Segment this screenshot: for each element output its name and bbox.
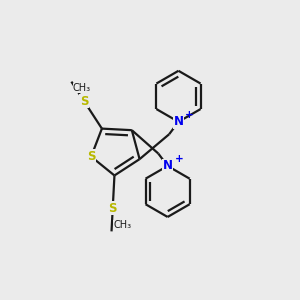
Text: +: +	[175, 154, 183, 164]
Text: S: S	[80, 95, 88, 108]
Text: CH₃: CH₃	[113, 220, 131, 230]
Text: S: S	[87, 150, 95, 163]
Text: N: N	[163, 159, 172, 172]
Text: S: S	[109, 202, 117, 214]
Text: N: N	[173, 115, 184, 128]
Text: CH₃: CH₃	[73, 83, 91, 93]
Text: +: +	[185, 110, 194, 120]
